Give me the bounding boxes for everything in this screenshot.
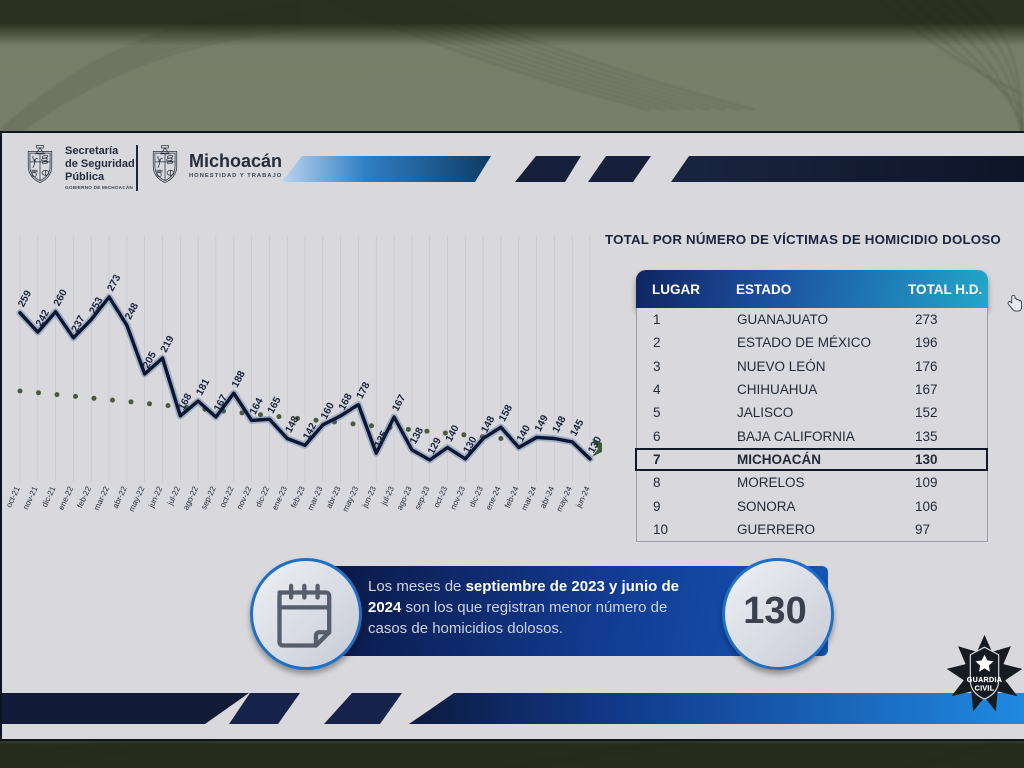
svg-text:145: 145 bbox=[569, 418, 587, 439]
svg-text:167: 167 bbox=[391, 393, 409, 414]
svg-text:jun-22: jun-22 bbox=[146, 485, 164, 510]
svg-text:sep-22: sep-22 bbox=[199, 485, 218, 511]
svg-text:may-22: may-22 bbox=[127, 485, 147, 513]
svg-text:CIVIL: CIVIL bbox=[975, 685, 995, 693]
svg-text:may-23: may-23 bbox=[341, 485, 361, 513]
svg-text:ene-24: ene-24 bbox=[484, 485, 503, 512]
svg-text:sep-23: sep-23 bbox=[413, 485, 432, 511]
svg-text:mar-23: mar-23 bbox=[306, 485, 325, 512]
svg-text:jul-23: jul-23 bbox=[379, 485, 396, 508]
svg-text:140: 140 bbox=[444, 423, 462, 444]
svg-text:ene-22: ene-22 bbox=[57, 485, 76, 512]
svg-text:181: 181 bbox=[195, 377, 213, 398]
svg-text:138: 138 bbox=[408, 426, 426, 447]
svg-text:jun-23: jun-23 bbox=[360, 485, 378, 510]
svg-text:jun-24: jun-24 bbox=[574, 485, 592, 510]
svg-text:GUARDIA: GUARDIA bbox=[967, 676, 1002, 684]
svg-text:mar-22: mar-22 bbox=[92, 485, 111, 512]
svg-text:abr-23: abr-23 bbox=[324, 485, 342, 510]
svg-text:148: 148 bbox=[551, 414, 569, 435]
svg-text:mar-24: mar-24 bbox=[520, 485, 539, 512]
svg-text:178: 178 bbox=[355, 380, 373, 401]
svg-text:nov-22: nov-22 bbox=[235, 485, 254, 511]
svg-text:jul-22: jul-22 bbox=[165, 485, 182, 508]
svg-text:feb-23: feb-23 bbox=[289, 485, 307, 510]
svg-text:ago-22: ago-22 bbox=[181, 485, 200, 512]
svg-text:oct-23: oct-23 bbox=[432, 485, 450, 509]
svg-text:feb-22: feb-22 bbox=[75, 485, 93, 510]
svg-text:164: 164 bbox=[248, 396, 266, 417]
svg-text:165: 165 bbox=[266, 395, 284, 416]
svg-text:nov-21: nov-21 bbox=[21, 485, 40, 511]
svg-text:may-24: may-24 bbox=[555, 485, 575, 513]
svg-text:oct-21: oct-21 bbox=[4, 485, 22, 509]
svg-text:259: 259 bbox=[16, 289, 34, 310]
svg-text:dic-21: dic-21 bbox=[40, 485, 58, 509]
svg-text:ene-23: ene-23 bbox=[270, 485, 289, 512]
svg-text:abr-22: abr-22 bbox=[111, 485, 129, 510]
svg-text:260: 260 bbox=[52, 288, 70, 309]
svg-text:dic-22: dic-22 bbox=[254, 485, 272, 509]
svg-text:273: 273 bbox=[106, 273, 124, 294]
svg-text:dic-23: dic-23 bbox=[468, 485, 486, 509]
svg-text:feb-24: feb-24 bbox=[503, 485, 521, 510]
svg-text:149: 149 bbox=[533, 413, 551, 434]
svg-text:188: 188 bbox=[230, 369, 248, 390]
svg-text:ago-23: ago-23 bbox=[395, 485, 414, 512]
svg-text:158: 158 bbox=[497, 403, 515, 424]
svg-text:oct-22: oct-22 bbox=[218, 485, 236, 509]
svg-text:248: 248 bbox=[123, 301, 141, 322]
svg-text:abr-24: abr-24 bbox=[538, 485, 556, 510]
svg-text:219: 219 bbox=[159, 334, 177, 355]
svg-text:nov-23: nov-23 bbox=[449, 485, 468, 511]
